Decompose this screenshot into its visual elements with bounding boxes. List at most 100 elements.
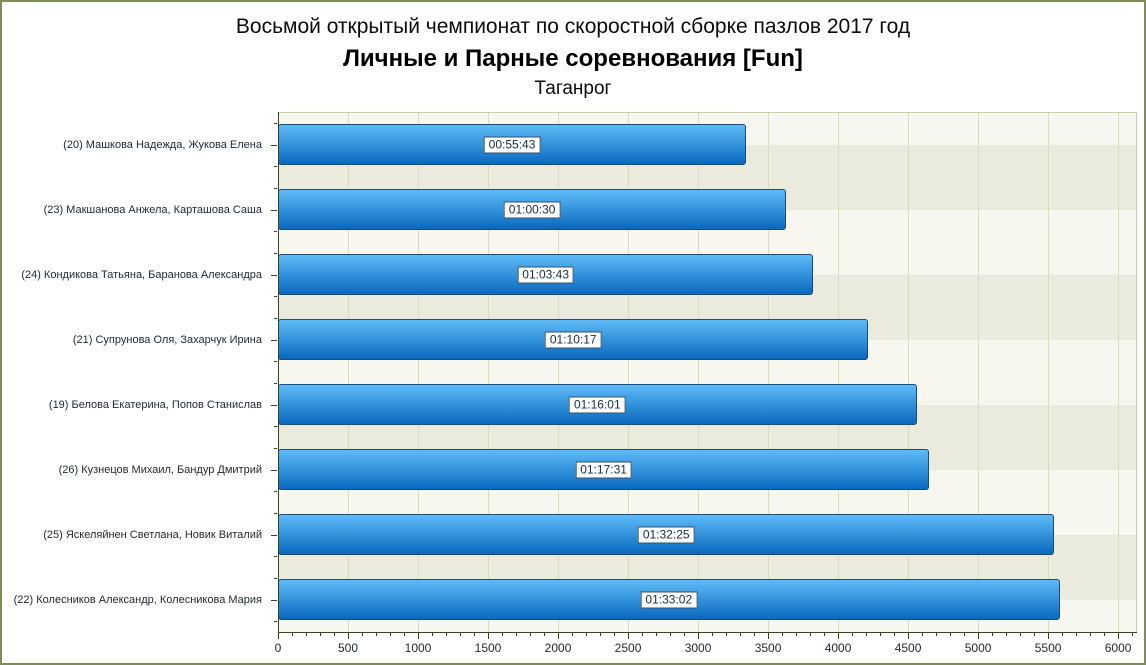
x-minor-tick: [880, 633, 882, 636]
x-tick-label: 4500: [894, 641, 922, 655]
x-tick-label: 0: [274, 641, 282, 655]
plot-area: 00:55:43 01:00:30 01:03:43 01:10:17 01:16:01…: [271, 112, 1137, 655]
x-minor-tick: [740, 633, 742, 636]
x-minor-tick: [866, 633, 868, 636]
y-major-tick: [271, 209, 277, 211]
y-major-tick: [271, 534, 277, 536]
x-minor-tick: [1090, 633, 1092, 636]
gridline: [488, 112, 490, 632]
x-minor-tick: [922, 633, 924, 636]
x-minor-tick: [642, 633, 644, 636]
x-major-tick: [628, 633, 630, 639]
x-minor-tick: [670, 633, 672, 636]
x-minor-tick: [1132, 633, 1134, 636]
x-minor-tick: [432, 633, 434, 636]
x-major-tick: [838, 633, 840, 639]
chart-titles: Восьмой открытый чемпионат по скоростной…: [2, 12, 1144, 103]
x-minor-tick: [502, 633, 504, 636]
x-minor-tick: [586, 633, 588, 636]
x-major-tick: [488, 633, 490, 639]
y-major-tick: [271, 404, 277, 406]
x-tick-label: 3500: [754, 641, 782, 655]
bar-value-label: 01:03:43: [517, 266, 574, 283]
x-minor-tick: [754, 633, 756, 636]
chart-location-subtitle: Таганрог: [534, 78, 612, 99]
x-tick-label: 1500: [474, 641, 502, 655]
x-minor-tick: [1062, 633, 1064, 636]
x-minor-tick: [614, 633, 616, 636]
x-major-tick: [558, 633, 560, 639]
x-minor-tick: [446, 633, 448, 636]
y-minor-tick: [274, 122, 277, 124]
x-minor-tick: [376, 633, 377, 636]
x-axis: [278, 632, 1137, 633]
x-major-tick: [348, 633, 349, 639]
x-minor-tick: [572, 633, 574, 636]
gridline: [768, 112, 770, 632]
gridline: [908, 112, 910, 632]
x-tick-label: 5000: [964, 641, 992, 655]
category-label: (25) Яскеляйнен Светлана, Новик Виталий: [43, 528, 262, 541]
y-minor-tick: [274, 447, 277, 449]
gridline: [838, 112, 840, 632]
x-minor-tick: [306, 633, 307, 636]
y-minor-tick: [274, 426, 277, 428]
x-minor-tick: [1006, 633, 1008, 636]
x-minor-tick: [1020, 633, 1022, 636]
x-major-tick: [908, 633, 910, 639]
gridline: [1118, 112, 1120, 632]
x-minor-tick: [796, 633, 798, 636]
y-minor-tick: [274, 166, 277, 168]
gridline: [698, 112, 700, 632]
bar-value-label: 01:33:02: [640, 591, 698, 608]
gridline: [978, 112, 980, 632]
plot-border-right: [1136, 112, 1137, 632]
bar: [278, 579, 1060, 620]
x-minor-tick: [684, 633, 686, 636]
x-major-tick: [1118, 633, 1120, 639]
category-axis-labels: (20) Машкова Надежда, Жукова Елена (23) М…: [2, 112, 270, 632]
y-major-tick: [271, 144, 277, 146]
y-axis: [278, 112, 279, 633]
y-minor-tick: [274, 382, 277, 384]
bar-value-label: 01:00:30: [503, 201, 561, 218]
x-major-tick: [418, 633, 420, 639]
y-major-tick: [271, 339, 277, 341]
x-major-tick: [278, 633, 279, 639]
category-label: (19) Белова Екатерина, Попов Станислав: [48, 398, 262, 411]
category-label: (21) Супрунова Оля, Захарчук Ирина: [72, 333, 262, 346]
x-minor-tick: [992, 633, 994, 636]
chart-title: Восьмой открытый чемпионат по скоростной…: [235, 15, 911, 38]
y-minor-tick: [274, 491, 277, 493]
x-minor-tick: [964, 633, 966, 636]
x-minor-tick: [852, 633, 854, 636]
x-minor-tick: [656, 633, 658, 636]
category-label: (22) Колесников Александр, Колесникова М…: [13, 593, 262, 606]
x-tick-label: 2000: [544, 641, 572, 655]
x-minor-tick: [600, 633, 602, 636]
x-tick-label: 4000: [824, 641, 852, 655]
x-minor-tick: [1076, 633, 1078, 636]
y-minor-tick: [274, 296, 277, 298]
x-minor-tick: [810, 633, 812, 636]
x-minor-tick: [936, 633, 938, 636]
bar-value-label: 00:55:43: [483, 136, 541, 153]
x-minor-tick: [726, 633, 728, 636]
y-minor-tick: [274, 621, 277, 623]
x-major-tick: [1048, 633, 1050, 639]
gridline: [628, 112, 630, 632]
x-tick-label: 5500: [1034, 641, 1062, 655]
x-minor-tick: [292, 633, 293, 636]
x-minor-tick: [782, 633, 784, 636]
x-minor-tick: [894, 633, 896, 636]
x-minor-tick: [362, 633, 363, 636]
y-minor-tick: [274, 252, 277, 254]
x-minor-tick: [460, 633, 462, 636]
x-minor-tick: [390, 633, 391, 636]
x-minor-tick: [544, 633, 546, 636]
y-major-tick: [271, 469, 277, 471]
bar-value-label: 01:32:25: [637, 526, 695, 543]
chart-subtitle: Личные и Парные соревнования [Fun]: [343, 45, 803, 72]
y-minor-tick: [274, 231, 277, 233]
x-tick-label: 500: [337, 641, 359, 655]
